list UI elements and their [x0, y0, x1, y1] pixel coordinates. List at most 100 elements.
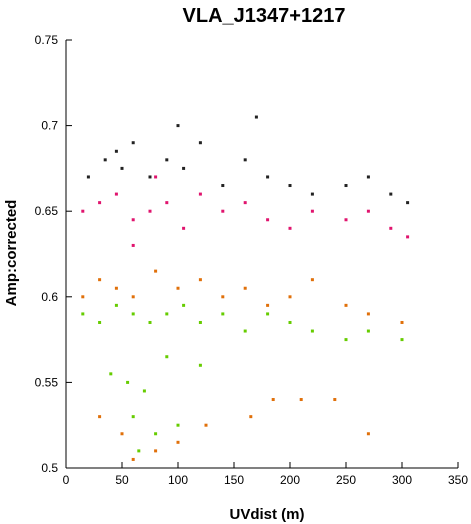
- data-point: [266, 312, 270, 316]
- data-point: [176, 124, 180, 128]
- y-tick-label: 0.75: [35, 33, 59, 47]
- data-point: [310, 329, 314, 333]
- data-point: [406, 235, 410, 239]
- point-series-4: [81, 303, 404, 453]
- data-point: [98, 201, 102, 205]
- data-point: [148, 320, 152, 324]
- y-tick-label: 0.55: [35, 375, 59, 389]
- data-point: [198, 141, 202, 145]
- data-point: [198, 278, 202, 282]
- data-point: [154, 269, 158, 273]
- data-point: [333, 398, 337, 402]
- data-point: [299, 398, 303, 402]
- data-point: [154, 175, 158, 179]
- data-point: [266, 175, 270, 179]
- data-point: [182, 226, 186, 230]
- point-series-2: [81, 175, 410, 247]
- data-point: [120, 432, 124, 436]
- data-point: [176, 440, 180, 444]
- chart-title: VLA_J1347+1217: [183, 5, 346, 27]
- data-point: [366, 432, 370, 436]
- data-point: [131, 295, 135, 299]
- y-tick-label: 0.6: [41, 290, 58, 304]
- data-point: [165, 158, 169, 162]
- data-point: [198, 320, 202, 324]
- data-point: [204, 423, 208, 427]
- data-point: [389, 226, 393, 230]
- data-point: [344, 218, 348, 222]
- data-point: [109, 372, 113, 376]
- data-point: [243, 201, 247, 205]
- data-point: [400, 320, 404, 324]
- data-point: [154, 449, 158, 453]
- data-point: [86, 175, 90, 179]
- point-series-1: [86, 115, 410, 205]
- data-point: [154, 432, 158, 436]
- data-point: [243, 158, 247, 162]
- data-point: [142, 389, 146, 393]
- data-point: [310, 192, 314, 196]
- data-point: [131, 243, 135, 247]
- data-point: [120, 166, 124, 170]
- data-point: [221, 295, 225, 299]
- data-point: [114, 303, 118, 307]
- data-point: [366, 329, 370, 333]
- data-point: [344, 338, 348, 342]
- data-point: [344, 184, 348, 188]
- data-point: [288, 295, 292, 299]
- x-tick-label: 0: [63, 473, 70, 487]
- data-point: [310, 278, 314, 282]
- data-point: [198, 363, 202, 367]
- data-point: [221, 184, 225, 188]
- data-point: [366, 209, 370, 213]
- x-tick-label: 100: [168, 473, 188, 487]
- data-point: [148, 175, 152, 179]
- y-tick-label: 0.7: [41, 119, 58, 133]
- data-point: [182, 166, 186, 170]
- data-point: [221, 312, 225, 316]
- data-point: [288, 320, 292, 324]
- data-point: [266, 218, 270, 222]
- data-point: [114, 286, 118, 290]
- data-point: [131, 141, 135, 145]
- data-point: [344, 303, 348, 307]
- data-point: [266, 303, 270, 307]
- x-tick-label: 50: [115, 473, 129, 487]
- data-point: [221, 209, 225, 213]
- axes: 0 50 100 150 200 250 300 350 0.5 0.55 0.6 0.65 0.7 0.…: [35, 33, 469, 487]
- data-point: [137, 449, 141, 453]
- data-point: [165, 201, 169, 205]
- data-point: [131, 415, 135, 419]
- data-point: [249, 415, 253, 419]
- data-point: [243, 329, 247, 333]
- data-point: [98, 320, 102, 324]
- data-point: [254, 115, 258, 119]
- y-tick-label: 0.65: [35, 204, 59, 218]
- data-point: [126, 380, 130, 384]
- x-tick-label: 200: [280, 473, 300, 487]
- data-point: [366, 175, 370, 179]
- data-point: [271, 398, 275, 402]
- data-point: [131, 312, 135, 316]
- data-point: [389, 192, 393, 196]
- data-point: [243, 286, 247, 290]
- data-point: [288, 184, 292, 188]
- data-point: [165, 312, 169, 316]
- point-series-3: [81, 269, 404, 461]
- data-point: [366, 312, 370, 316]
- data-point: [114, 149, 118, 153]
- y-tick-label: 0.5: [41, 461, 58, 475]
- data-point: [148, 209, 152, 213]
- x-tick-label: 150: [224, 473, 244, 487]
- data-point: [81, 312, 85, 316]
- data-point: [310, 209, 314, 213]
- data-point: [103, 158, 107, 162]
- data-point: [81, 209, 85, 213]
- data-point: [198, 192, 202, 196]
- data-point: [400, 338, 404, 342]
- data-point: [406, 201, 410, 205]
- data-point: [165, 355, 169, 359]
- data-point: [114, 192, 118, 196]
